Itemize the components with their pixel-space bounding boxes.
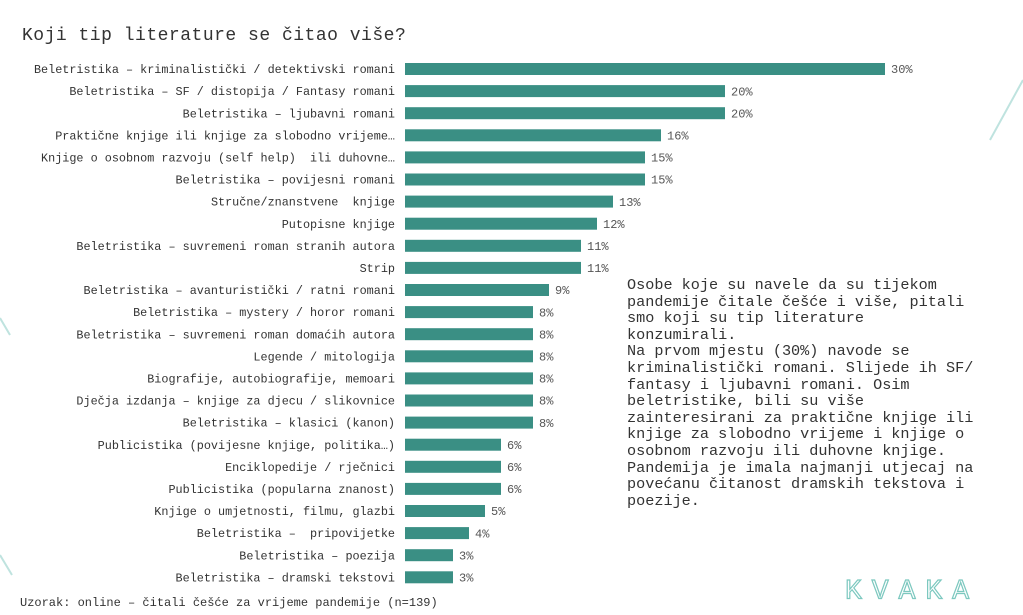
bar: [405, 350, 533, 363]
bar: [405, 482, 501, 495]
value-label: 4%: [475, 527, 490, 541]
category-label: Beletristika – ljubavni romani: [183, 107, 395, 121]
value-label: 6%: [507, 461, 522, 475]
category-label: Beletristika – suvremeni roman domaćih a…: [76, 328, 395, 342]
bar: [405, 571, 453, 584]
category-label: Strip: [360, 262, 395, 276]
footnote: Uzorak: online – čitali češće za vrijeme…: [20, 596, 438, 610]
value-label: 5%: [491, 505, 506, 519]
category-label: Knjige o umjetnosti, filmu, glazbi: [154, 505, 395, 519]
bar: [405, 63, 885, 75]
bar: [405, 416, 533, 429]
category-label: Beletristika – avanturistički / ratni ro…: [84, 284, 396, 298]
category-label: Enciklopedije / rječnici: [225, 461, 395, 475]
category-label: Beletristika – kriminalistički / detekti…: [34, 63, 395, 77]
category-label: Dječja izdanja – knjige za djecu / sliko…: [76, 395, 395, 409]
bar: [405, 306, 533, 319]
value-label: 20%: [731, 107, 753, 121]
category-label: Beletristika – pripovijetke: [197, 527, 395, 541]
category-label: Beletristika – poezija: [239, 549, 395, 563]
value-label: 8%: [539, 417, 554, 431]
category-label: Beletristika – dramski tekstovi: [176, 571, 395, 585]
annotation: Osobe koje su navele da su tijekom pande…: [627, 277, 977, 509]
annotation-paragraph: Na prvom mjestu (30%) navode se kriminal…: [627, 342, 974, 510]
bar: [405, 284, 549, 296]
value-label: 15%: [651, 174, 673, 188]
category-label: Beletristika – SF / distopija / Fantasy …: [69, 85, 395, 99]
bar: [405, 328, 533, 341]
decor-line: [989, 79, 1023, 141]
value-label: 6%: [507, 483, 522, 497]
value-label: 20%: [731, 85, 753, 99]
value-label: 8%: [539, 395, 554, 409]
category-label: Beletristika – suvremeni roman stranih a…: [76, 240, 395, 254]
logo: KVAKA: [845, 576, 979, 607]
category-label: Knjige o osobnom razvoju (self help) ili…: [41, 152, 395, 166]
bar: [405, 129, 661, 142]
category-label: Putopisne knjige: [282, 218, 395, 232]
category-label: Stručne/znanstvene knjige: [211, 196, 395, 210]
value-label: 8%: [539, 306, 554, 320]
bar: [405, 549, 453, 562]
bar: [405, 527, 469, 540]
value-label: 12%: [603, 218, 625, 232]
bar: [405, 505, 485, 517]
category-label: Beletristika – mystery / horor romani: [133, 306, 395, 320]
annotation-paragraph: Osobe koje su navele da su tijekom pande…: [627, 276, 965, 344]
category-label: Praktične knjige ili knjige za slobodno …: [55, 129, 395, 143]
value-label: 8%: [539, 328, 554, 342]
value-label: 8%: [539, 350, 554, 364]
bar: [405, 195, 613, 208]
category-label: Publicistika (povijesne knjige, politika…: [98, 439, 395, 453]
chart-title: Koji tip literature se čitao više?: [22, 26, 406, 46]
bar: [405, 107, 725, 120]
decor-line: [0, 317, 11, 336]
bar: [405, 151, 645, 164]
bar: [405, 261, 581, 274]
category-label: Biografije, autobiografije, memoari: [147, 373, 395, 387]
bar: [405, 239, 581, 252]
bar: [405, 372, 533, 385]
bar: [405, 438, 501, 451]
bar: [405, 173, 645, 186]
value-label: 11%: [587, 262, 609, 276]
category-label: Beletristika – klasici (kanon): [183, 417, 395, 431]
value-label: 15%: [651, 152, 673, 166]
value-label: 11%: [587, 240, 609, 254]
value-label: 16%: [667, 129, 689, 143]
category-label: Publicistika (popularna znanost): [168, 483, 395, 497]
bar: [405, 394, 533, 407]
value-label: 30%: [891, 63, 913, 77]
bar: [405, 217, 597, 230]
value-label: 6%: [507, 439, 522, 453]
value-label: 9%: [555, 284, 570, 298]
category-label: Beletristika – povijesni romani: [176, 174, 395, 188]
value-label: 3%: [459, 549, 474, 563]
value-label: 13%: [619, 196, 641, 210]
category-label: Legende / mitologija: [253, 350, 395, 364]
value-label: 3%: [459, 571, 474, 585]
value-label: 8%: [539, 373, 554, 387]
bar: [405, 85, 725, 98]
bar: [405, 460, 501, 473]
decor-line: [0, 554, 13, 576]
